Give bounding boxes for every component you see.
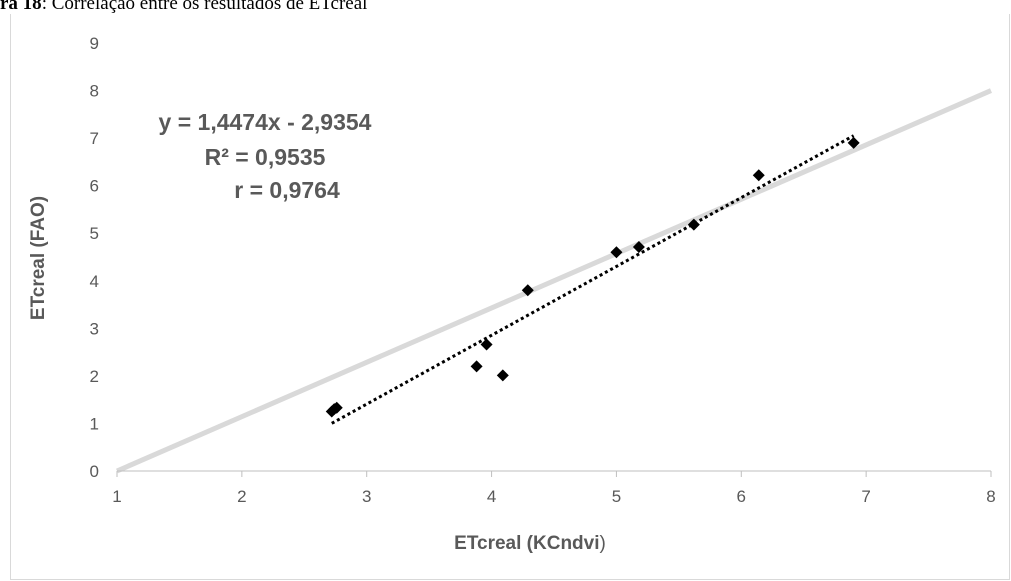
regression-equation: y = 1,4474x - 2,9354 (159, 109, 372, 135)
data-point (752, 169, 765, 182)
y-tick-label: 5 (90, 224, 99, 243)
y-axis-title: ETcreal (FAO) (28, 196, 49, 320)
y-tick-labels: 0 1 2 3 4 5 6 7 8 9 (90, 34, 99, 481)
data-point (480, 338, 493, 351)
x-tick-label: 4 (487, 487, 496, 506)
x-tick-labels: 1 2 3 4 5 6 7 8 (112, 487, 995, 506)
trendline-layer (331, 134, 855, 425)
y-tick-label: 3 (90, 319, 99, 338)
figure-caption: ra 18: Correlação entre os resultados de… (0, 0, 367, 14)
figure-caption-text: : Correlação entre os resultados de ETcr… (41, 0, 368, 14)
identity-line-layer (116, 88, 992, 474)
figure-caption-label: ra 18 (0, 0, 42, 14)
data-point (687, 218, 700, 231)
data-point (632, 241, 645, 254)
x-tick-label: 2 (237, 487, 246, 506)
x-tick-label: 8 (986, 487, 995, 506)
chart-frame (10, 14, 1010, 580)
x-tick-label: 3 (362, 487, 371, 506)
y-tick-label: 2 (90, 367, 99, 386)
identity-line (116, 88, 992, 474)
y-tick-label: 4 (90, 272, 99, 291)
x-tick-label: 7 (861, 487, 870, 506)
x-axis-title: ETcreal (KCndvi) (454, 533, 606, 554)
data-point (470, 360, 483, 373)
correlation-label: r = 0,9764 (234, 177, 340, 203)
data-point (847, 136, 860, 149)
y-tick-label: 0 (90, 462, 99, 481)
r-squared-label: R² = 0,9535 (205, 144, 326, 170)
data-point (496, 369, 509, 382)
data-point (330, 401, 343, 414)
y-tick-label: 7 (90, 129, 99, 148)
y-tick-label: 8 (90, 82, 99, 101)
y-tick-label: 6 (90, 177, 99, 196)
x-axis-title-paren: ) (600, 533, 606, 554)
x-tick-label: 5 (612, 487, 621, 506)
data-point (521, 284, 534, 297)
x-tick-label: 1 (112, 487, 121, 506)
y-tick-label: 1 (90, 414, 99, 433)
data-points (325, 136, 860, 418)
y-tick-label: 9 (90, 34, 99, 53)
data-point (610, 246, 623, 259)
trendline (331, 134, 855, 425)
axes-layer (116, 470, 992, 477)
x-tick-label: 6 (737, 487, 746, 506)
x-axis-title-main: ETcreal (KCndvi (454, 533, 599, 554)
